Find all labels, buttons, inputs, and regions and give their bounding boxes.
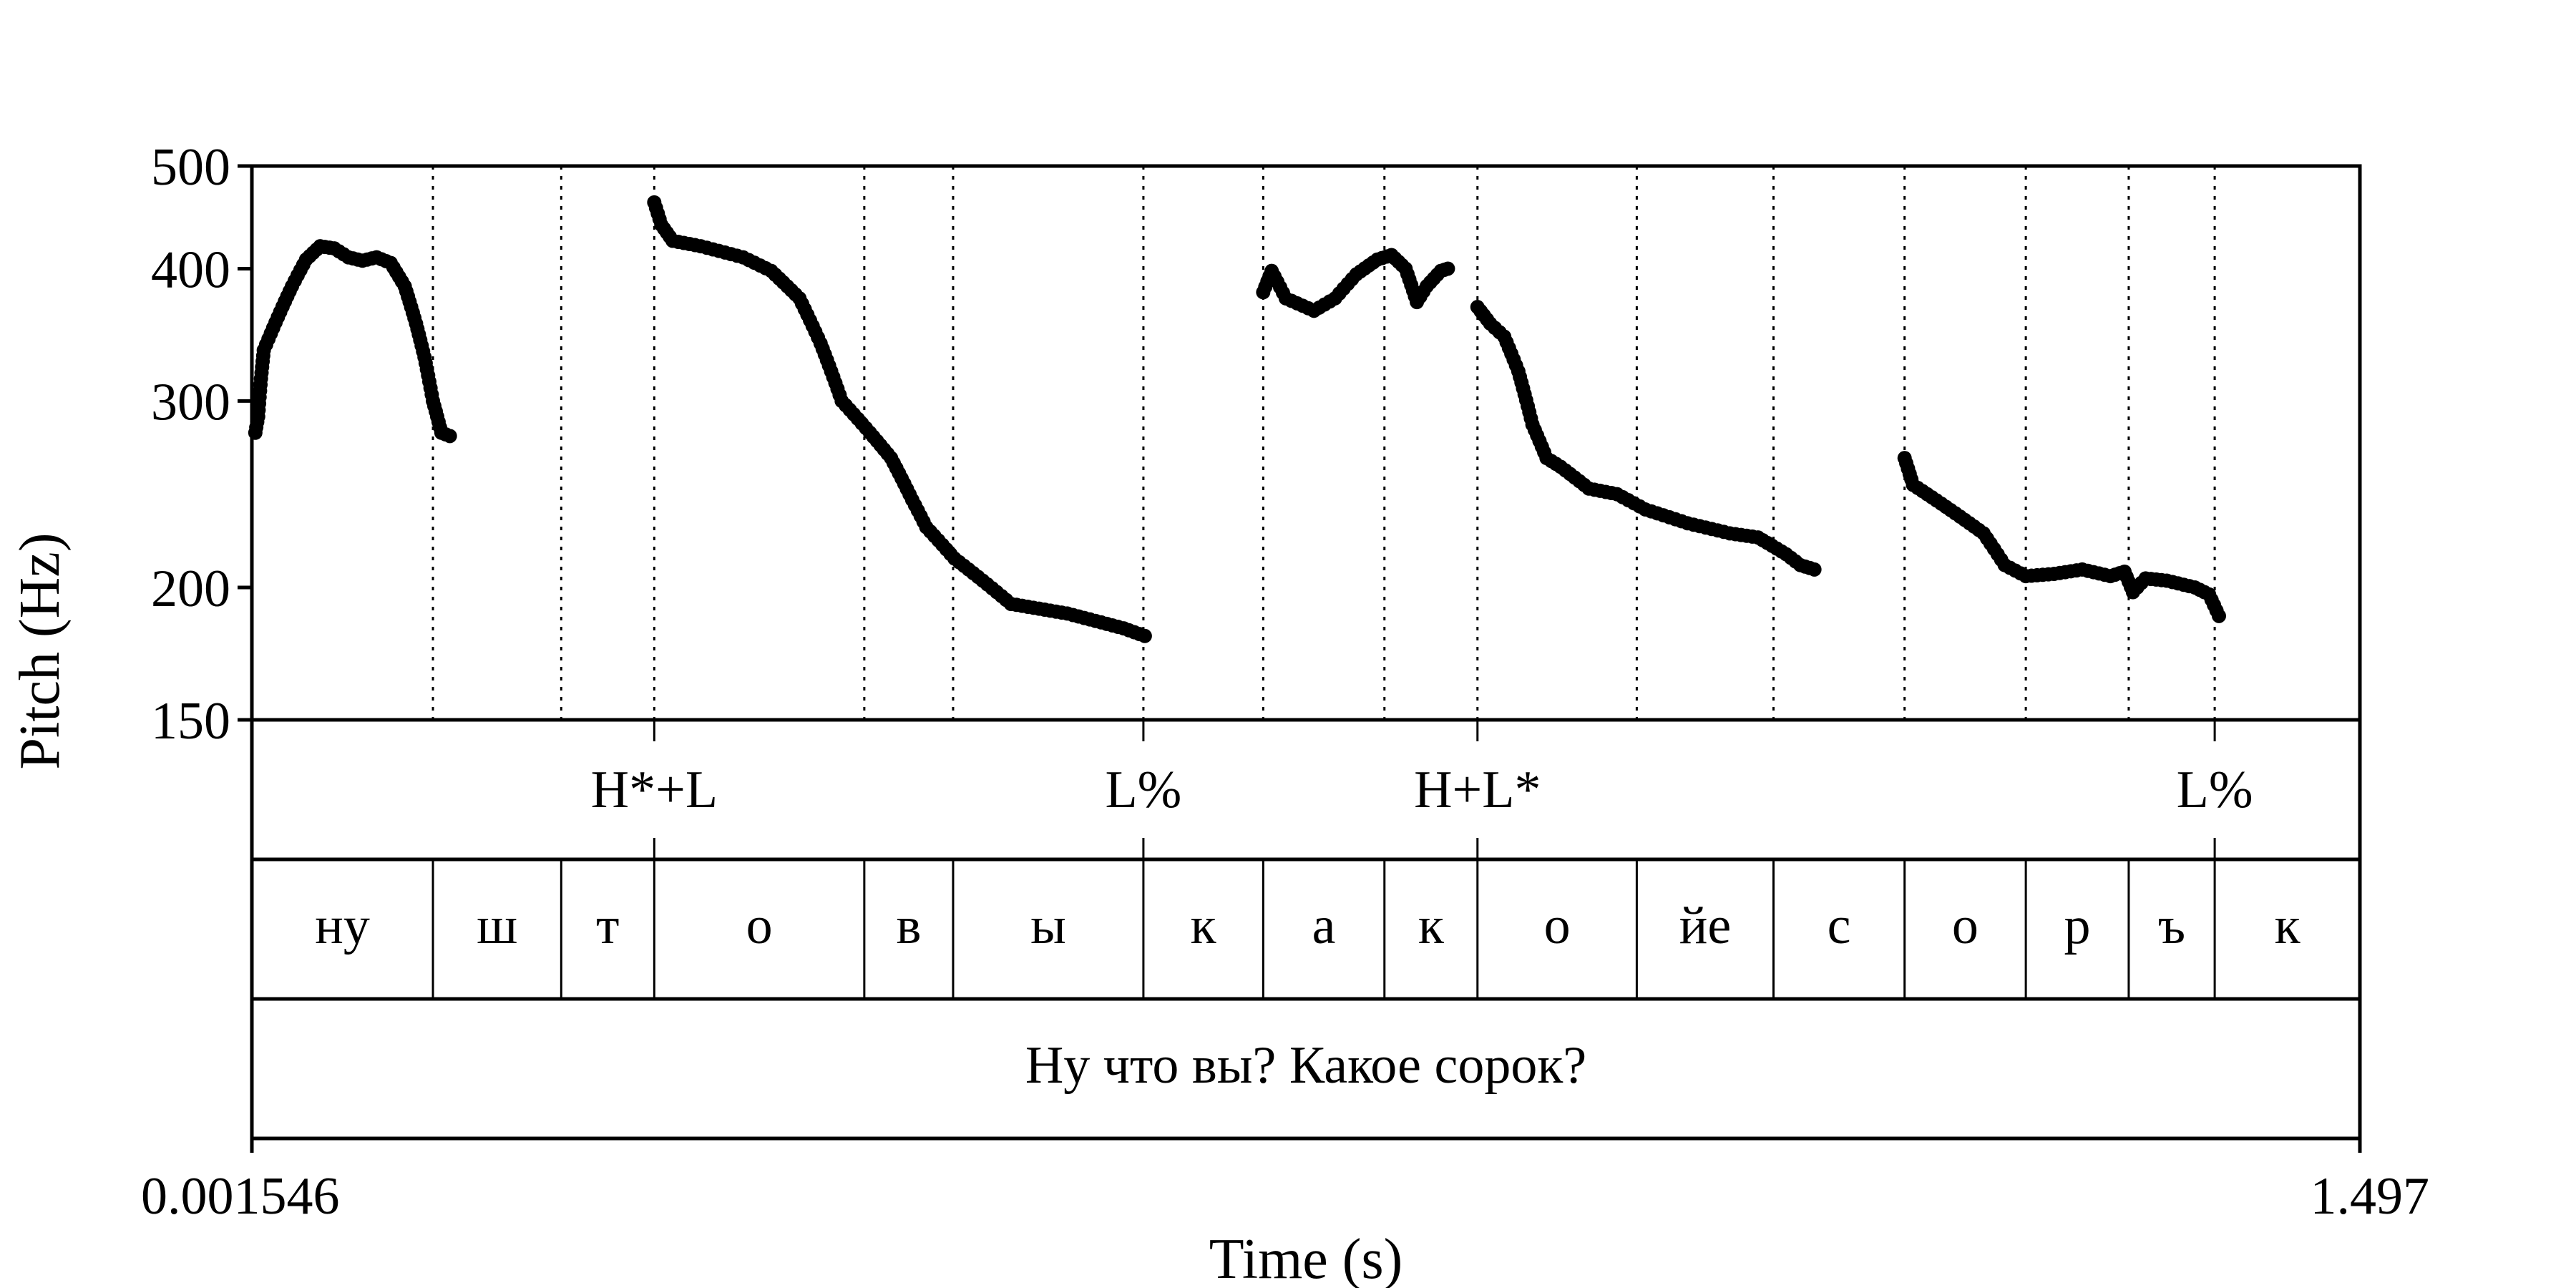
pitch-point [1807, 562, 1822, 577]
segment-boundary-lines [431, 166, 2216, 999]
tone-label: L% [2177, 761, 2253, 819]
tone-tier-frame [250, 718, 2362, 862]
x-axis-label: Time (s) [1209, 1228, 1402, 1288]
y-tick-label: 500 [151, 138, 230, 197]
pitch-point [2212, 608, 2227, 623]
segment-label: ну [315, 897, 370, 955]
y-axis: 500 400 300 200 150 [151, 138, 252, 751]
segment-label: о [1544, 897, 1571, 955]
segment-label: ы [1030, 897, 1066, 955]
segment-tier-frame [250, 857, 2362, 1001]
pitch-plot-frame [250, 164, 2362, 722]
tone-label: H+L* [1414, 761, 1541, 819]
segment-label: к [1191, 897, 1217, 955]
sentence-tier-frame [250, 997, 2362, 1141]
tone-label: L% [1105, 761, 1181, 819]
pitch-point [1440, 261, 1455, 276]
segment-label: р [2064, 897, 2091, 955]
pitch-point [442, 429, 457, 444]
y-tick-label: 150 [151, 692, 230, 751]
segment-label: а [1312, 897, 1336, 955]
tone-label: H*+L [591, 761, 718, 819]
y-axis-label: Pitch (Hz) [9, 532, 72, 769]
y-tick-label: 200 [151, 560, 230, 618]
segment-label: т [596, 897, 619, 955]
segment-label: в [896, 897, 921, 955]
segment-label: йе [1679, 897, 1731, 955]
tone-tier-labels: H*+L L% H+L* L% [591, 720, 2253, 859]
x-tick-label-end: 1.497 [2311, 1167, 2430, 1226]
segment-tier-labels: ну ш т о в ы к а к о йе с о р ъ к [315, 897, 2301, 955]
x-tick-label-start: 0.001546 [141, 1167, 340, 1226]
segment-label: ъ [2158, 897, 2185, 955]
sentence-label: Ну что вы? Какое сорок? [1025, 1036, 1586, 1095]
y-tick-label: 400 [151, 240, 230, 299]
pitch-point [1137, 628, 1152, 643]
segment-label: с [1828, 897, 1851, 955]
segment-label: о [746, 897, 773, 955]
pitch-points [248, 195, 2227, 643]
segment-label: к [2275, 897, 2301, 955]
segment-label: ш [477, 897, 517, 955]
y-tick-label: 300 [151, 373, 230, 431]
segment-label: к [1418, 897, 1445, 955]
segment-label: о [1952, 897, 1979, 955]
